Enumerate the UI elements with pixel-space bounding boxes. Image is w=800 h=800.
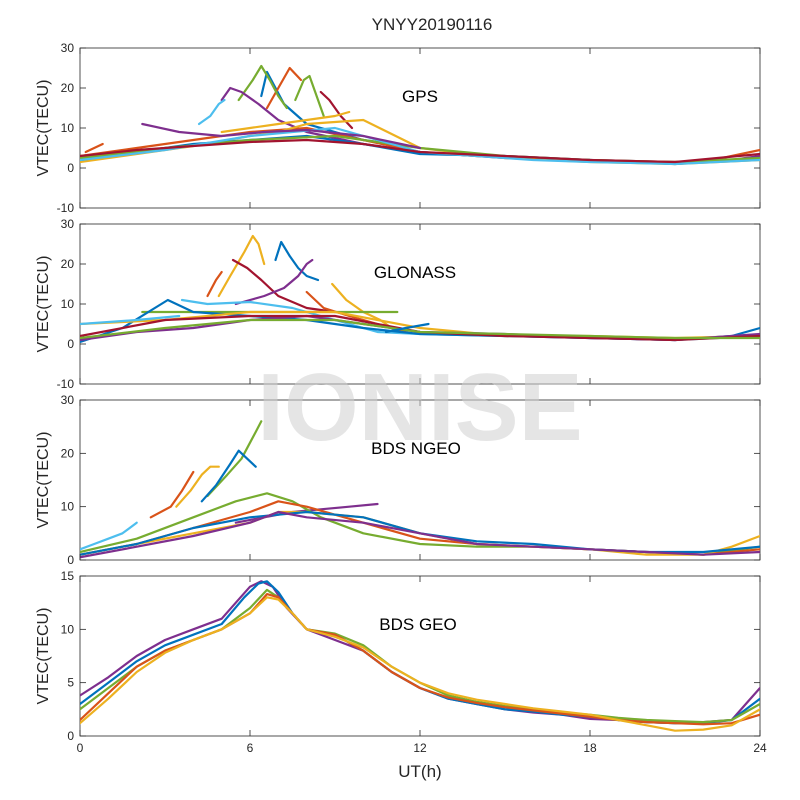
series-line-1 (200, 449, 257, 503)
series-line-15 (384, 322, 430, 334)
series-line-3 (234, 258, 314, 306)
x-tick-label: 24 (753, 741, 767, 755)
y-tick-label: 0 (67, 553, 74, 567)
series-group (80, 64, 760, 166)
panel-gps: 30 20 10 0 -10 VTEC(TECU) GPS (35, 41, 761, 215)
y-tick-label: 0 (67, 161, 74, 175)
series-line-1 (217, 234, 266, 298)
x-tick-label: 18 (583, 741, 597, 755)
series-line-14 (220, 110, 351, 134)
y-axis-label: VTEC(TECU) (35, 432, 52, 529)
y-axis-label: VTEC(TECU) (35, 256, 52, 353)
plot-area (79, 47, 761, 209)
series-line-0 (206, 420, 263, 498)
y-tick-label: 10 (61, 121, 75, 135)
panel-label: GPS (402, 87, 438, 106)
x-tick-label: 0 (77, 741, 84, 755)
x-axis-label: UT(h) (398, 762, 441, 781)
panel-bds-ngeo: 30 20 10 0 VTEC(TECU) BDS NGEO (35, 393, 761, 567)
series-line-0 (274, 240, 320, 282)
series-line-3 (149, 470, 195, 519)
y-axis-label: VTEC(TECU) (35, 80, 52, 177)
y-tick-label: -10 (57, 377, 75, 391)
y-tick-label: 30 (61, 41, 75, 55)
y-tick-label: 10 (61, 500, 75, 514)
series-line-6 (197, 98, 226, 126)
x-tick-label: 6 (247, 741, 254, 755)
series-line-15 (84, 142, 104, 154)
panel-label: BDS GEO (379, 615, 456, 634)
series-line-2 (237, 64, 288, 110)
series-line-1 (265, 66, 303, 110)
series-line-13 (141, 122, 422, 150)
y-tick-label: 20 (61, 81, 75, 95)
watermark: IONISE (257, 354, 582, 461)
series-group (80, 580, 760, 732)
panels: 30 20 10 0 -10 VTEC(TECU) GPS 30 20 10 0 -10 VTEC(TE… (35, 41, 767, 755)
series-line-10 (80, 510, 760, 559)
y-tick-label: 15 (61, 569, 75, 583)
panel-label: BDS NGEO (371, 439, 461, 458)
y-tick-label: 20 (61, 446, 75, 460)
series-line-2 (231, 258, 337, 314)
panel-bds-geo: 15 10 5 00 6 12 18 24 VTEC(TECU) BDS GEO (35, 569, 767, 755)
y-axis-label: VTEC(TECU) (35, 608, 52, 705)
series-line-2 (175, 465, 220, 508)
series-line-12 (80, 138, 760, 164)
series-line-4 (206, 270, 223, 298)
series-group (80, 234, 760, 344)
y-tick-label: 5 (67, 676, 74, 690)
y-tick-label: 30 (61, 217, 75, 231)
y-tick-label: 30 (61, 393, 75, 407)
plot-area (79, 223, 761, 385)
y-tick-label: 10 (61, 297, 75, 311)
figure-title: YNYY20190116 (372, 15, 493, 34)
x-tick-label: 12 (413, 741, 427, 755)
y-tick-label: -10 (57, 201, 75, 215)
panel-glonass: 30 20 10 0 -10 VTEC(TECU) GLONASS (35, 217, 761, 391)
series-group (80, 420, 760, 559)
plot-area (79, 575, 761, 737)
y-tick-label: 10 (61, 622, 75, 636)
y-tick-label: 20 (61, 257, 75, 271)
panel-label: GLONASS (374, 263, 456, 282)
y-tick-label: 0 (67, 729, 74, 743)
series-line-3 (294, 74, 325, 118)
y-tick-label: 0 (67, 337, 74, 351)
series-line-4 (80, 596, 760, 732)
series-line-13 (80, 318, 760, 340)
series-line-4 (80, 521, 138, 551)
series-line-14 (80, 314, 181, 326)
